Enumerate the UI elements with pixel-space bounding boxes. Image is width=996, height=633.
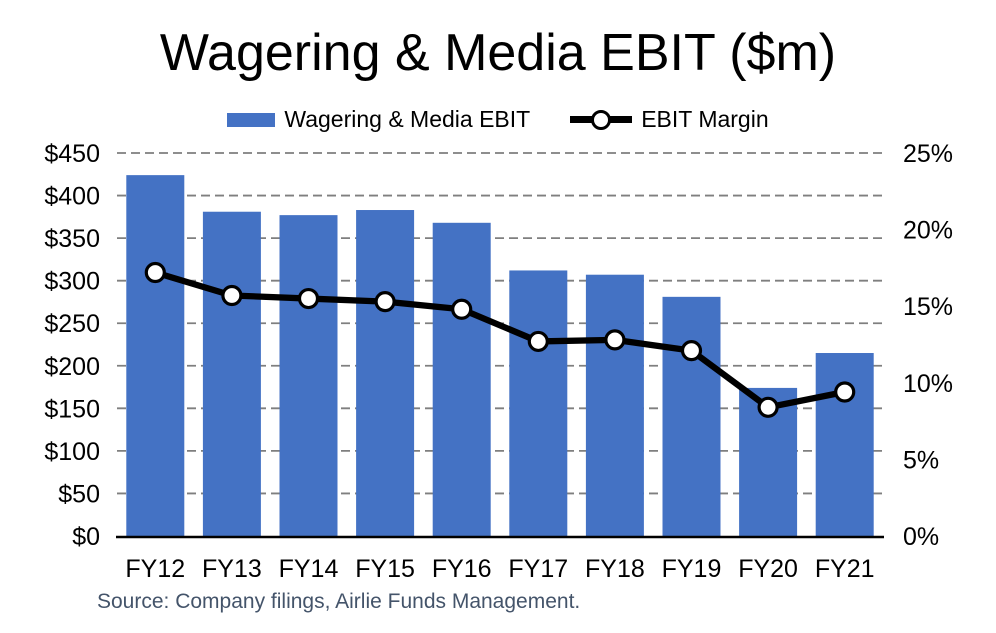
- x-tick-label: FY21: [815, 555, 875, 583]
- x-tick-label: FY17: [508, 555, 568, 583]
- right-tick-label: 0%: [903, 523, 939, 551]
- bar-FY16: [432, 222, 491, 536]
- line-marker-swatch-icon: [570, 109, 633, 130]
- right-tick-label: 10%: [903, 370, 953, 398]
- right-tick-label: 25%: [903, 140, 953, 168]
- left-tick-label: $0: [72, 523, 100, 551]
- marker-FY21: [834, 381, 856, 403]
- legend-item-ebit: Wagering & Media EBIT: [227, 106, 530, 133]
- left-tick-label: $200: [44, 353, 100, 381]
- margin-line: [152, 269, 848, 411]
- circle-marker-icon: [591, 109, 612, 130]
- bar-FY19: [662, 296, 721, 536]
- left-tick-label: $350: [44, 225, 100, 253]
- x-tick-label: FY20: [738, 555, 798, 583]
- left-tick-label: $450: [44, 140, 100, 168]
- chart-title: Wagering & Media EBIT ($m): [159, 24, 837, 82]
- marker-FY14: [297, 287, 320, 310]
- marker-FY15: [374, 291, 396, 313]
- left-tick-label: $400: [44, 183, 100, 211]
- x-tick-label: FY15: [355, 555, 415, 583]
- bar-FY18: [585, 274, 644, 536]
- legend: Wagering & Media EBIT EBIT Margin: [0, 106, 996, 133]
- legend-label-margin: EBIT Margin: [641, 106, 769, 132]
- left-tick-label: $150: [44, 395, 100, 423]
- right-tick-label: 15%: [903, 293, 953, 321]
- bar-FY15: [356, 210, 415, 536]
- left-tick-label: $300: [44, 268, 100, 296]
- x-tick-label: FY12: [125, 555, 185, 583]
- marker-FY19: [680, 340, 703, 362]
- bar-swatch-icon: [227, 112, 276, 127]
- marker-FY20: [757, 396, 779, 418]
- x-tick-label: FY19: [662, 555, 722, 583]
- bar-FY14: [279, 215, 338, 536]
- left-tick-label: $100: [44, 438, 100, 466]
- right-tick-label: 20%: [903, 217, 953, 245]
- right-tick-label: 5%: [903, 446, 939, 474]
- marker-FY17: [527, 330, 549, 353]
- x-tick-label: FY16: [432, 555, 492, 583]
- legend-label-ebit: Wagering & Media EBIT: [284, 106, 531, 132]
- bar-FY12: [126, 175, 185, 536]
- bar-FY13: [202, 211, 261, 536]
- left-tick-label: $250: [44, 310, 100, 338]
- marker-FY12: [144, 261, 166, 284]
- marker-FY16: [451, 298, 473, 320]
- marker-FY18: [604, 329, 626, 351]
- left-tick-label: $50: [58, 480, 100, 508]
- x-tick-label: FY18: [585, 555, 645, 583]
- bar-FY17: [509, 270, 568, 536]
- bar-FY21: [815, 353, 874, 536]
- source-note: Source: Company filings, Airlie Funds Ma…: [97, 590, 581, 613]
- legend-item-margin: EBIT Margin: [570, 106, 769, 133]
- marker-FY13: [221, 284, 243, 307]
- x-tick-label: FY14: [279, 555, 339, 583]
- x-tick-label: FY13: [202, 555, 262, 583]
